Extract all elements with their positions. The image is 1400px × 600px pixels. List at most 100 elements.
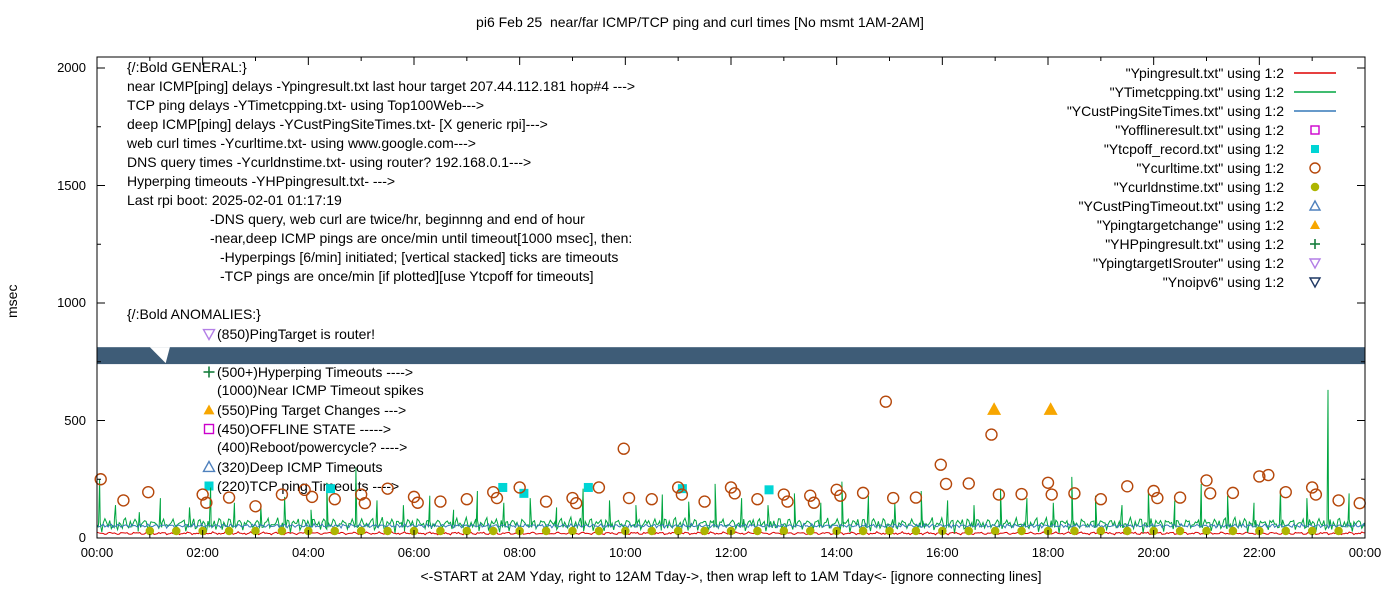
- tri-down-open-icon: [202, 328, 216, 341]
- square-filled-icon: [204, 481, 214, 491]
- x-tick-label: 02:00: [186, 545, 219, 560]
- series-Ypingresult: [96, 531, 1366, 536]
- legend-label: "YCustPingTimeout.txt" using 1:2: [1078, 197, 1284, 214]
- series-Ypingtargetchange: [987, 402, 1058, 415]
- legend-line-icon: [1294, 71, 1336, 74]
- y-tick-label: 500: [64, 412, 86, 428]
- legend-label: "Ypingtargetchange" using 1:2: [1096, 216, 1284, 233]
- legend-label: "Ynoipv6" using 1:2: [1162, 273, 1284, 290]
- y-tick-label: 1000: [57, 295, 86, 310]
- legend-label: "Ycurldnstime.txt" using 1:2: [1113, 178, 1284, 195]
- anomaly-item: (500+)Hyperping Timeouts ---->: [201, 363, 413, 381]
- y-tick-label: 1500: [57, 177, 86, 193]
- square-open-icon: [203, 423, 215, 435]
- x-tick-label: 00:00: [1348, 545, 1382, 560]
- general-annotation-line: web curl times -Ycurltime.txt- using www…: [127, 135, 476, 151]
- legend-entry: "Ypingtargetchange" using 1:2: [1067, 215, 1338, 234]
- band-layer: [97, 347, 1365, 365]
- general-annotation-line: Hyperping timeouts -YHPpingresult.txt- -…: [127, 173, 396, 189]
- legend-entry: "YTimetcpping.txt" using 1:2: [1067, 82, 1338, 101]
- legend-entry: "YpingtargetISrouter" using 1:2: [1067, 253, 1338, 272]
- legend-entry: "YCustPingSiteTimes.txt" using 1:2: [1067, 101, 1338, 120]
- y-tick-label: 2000: [57, 60, 86, 75]
- anomaly-label: (550)Ping Target Changes --->: [217, 402, 407, 418]
- chart-title: pi6 Feb 25 near/far ICMP/TCP ping and cu…: [476, 14, 924, 30]
- x-tick-label: 14:00: [820, 545, 853, 560]
- series-YCustPingSiteTimes: [96, 522, 1366, 530]
- legend-label: "YTimetcpping.txt" using 1:2: [1109, 83, 1284, 100]
- legend-square-open-icon: [1310, 124, 1320, 135]
- legend-line-icon: [1294, 90, 1336, 93]
- legend-circle-filled-icon: [1310, 182, 1320, 191]
- x-tick-label: 04:00: [292, 545, 325, 560]
- series-Ynoipv6: [97, 347, 1365, 365]
- legend-tri-down-open-icon: [1308, 276, 1322, 288]
- legend-entry: "YHPpingresult.txt" using 1:2: [1067, 234, 1338, 253]
- anomaly-item: (850)PingTarget is router!: [201, 325, 375, 343]
- legend-label: "YHPpingresult.txt" using 1:2: [1105, 235, 1284, 252]
- anomaly-item: (400)Reboot/powercycle? ---->: [201, 439, 407, 455]
- anomaly-item: (320)Deep ICMP Timeouts: [201, 458, 382, 476]
- anomaly-label: (320)Deep ICMP Timeouts: [217, 459, 383, 475]
- x-tick-label: 12:00: [714, 545, 748, 560]
- legend-label: "YpingtargetISrouter" using 1:2: [1092, 254, 1284, 271]
- legend-square-filled-icon: [1311, 144, 1319, 153]
- general-annotation-line: -TCP pings are once/min [if plotted][use…: [220, 268, 594, 284]
- legend-entry: "Ycurldnstime.txt" using 1:2: [1067, 177, 1338, 196]
- anomaly-item: (550)Ping Target Changes --->: [201, 401, 406, 419]
- general-annotation-line: near ICMP[ping] delays -Ypingresult.txt …: [127, 78, 636, 94]
- chart-legend: "Ypingresult.txt" using 1:2 "YTimetcpping…: [1067, 63, 1338, 291]
- x-tick-label: 20:00: [1137, 545, 1170, 560]
- anomaly-item: (1000)Near ICMP Timeout spikes: [201, 382, 424, 398]
- x-tick-label: 10:00: [609, 545, 642, 560]
- x-tick-label: 08:00: [503, 545, 536, 560]
- y-axis-label: msec: [4, 284, 20, 318]
- tri-up-open-icon: [202, 460, 216, 473]
- legend-entry: "Ynoipv6" using 1:2: [1067, 272, 1338, 291]
- x-axis-caption: <-START at 2AM Yday, right to 12AM Tday-…: [420, 568, 1042, 584]
- plus-icon: [203, 366, 215, 378]
- anomaly-label: (500+)Hyperping Timeouts ---->: [217, 364, 414, 380]
- anomaly-label: (220)TCP ping Timeouts ---->: [217, 478, 400, 494]
- legend-line-icon: [1294, 109, 1336, 112]
- x-tick-label: 18:00: [1031, 545, 1065, 560]
- anomaly-label: (850)PingTarget is router!: [217, 326, 375, 342]
- x-tick-label: 00:00: [80, 545, 114, 560]
- general-annotation-line: {/:Bold GENERAL:}: [127, 59, 247, 75]
- legend-entry: "Yofflineresult.txt" using 1:2: [1067, 120, 1338, 139]
- tri-up-filled-icon: [203, 404, 215, 415]
- series-Ycurldnstime: [145, 526, 1343, 536]
- legend-label: "Ytcpoff_record.txt" using 1:2: [1103, 140, 1284, 157]
- legend-label: "Ypingresult.txt" using 1:2: [1125, 64, 1284, 81]
- x-tick-label: 06:00: [397, 545, 431, 560]
- general-annotation-line: Last rpi boot: 2025-02-01 01:17:19: [127, 192, 342, 208]
- anomaly-label: (1000)Near ICMP Timeout spikes: [217, 382, 424, 398]
- general-annotation-line: -Hyperpings [6/min] initiated; [vertical…: [220, 249, 619, 265]
- general-annotation-line: DNS query times -Ycurldnstime.txt- using…: [127, 154, 532, 170]
- general-annotation-line: -DNS query, web curl are twice/hr, begin…: [210, 211, 585, 227]
- anomaly-item: (450)OFFLINE STATE ----->: [201, 420, 391, 438]
- legend-entry: "Ycurltime.txt" using 1:2: [1067, 158, 1338, 177]
- y-tick-label: 0: [78, 530, 86, 545]
- anomaly-item: (220)TCP ping Timeouts ---->: [201, 477, 399, 495]
- general-annotation-line: -near,deep ICMP pings are once/min until…: [210, 230, 633, 246]
- anomaly-label: (450)OFFLINE STATE ----->: [217, 421, 392, 437]
- legend-tri-down-open-icon: [1308, 257, 1322, 269]
- general-annotation-line: deep ICMP[ping] delays -YCustPingSiteTim…: [127, 116, 548, 132]
- legend-plus-icon: [1310, 238, 1320, 249]
- anomalies-annotation-title: {/:Bold ANOMALIES:}: [127, 306, 261, 322]
- x-tick-label: 16:00: [926, 545, 959, 560]
- legend-label: "YCustPingSiteTimes.txt" using 1:2: [1066, 102, 1284, 119]
- legend-label: "Yofflineresult.txt" using 1:2: [1115, 121, 1284, 138]
- x-tick-label: 22:00: [1243, 545, 1276, 560]
- legend-tri-up-open-icon: [1308, 199, 1322, 211]
- general-annotation-line: TCP ping delays -YTimetcpping.txt- using…: [127, 97, 485, 113]
- legend-entry: "YCustPingTimeout.txt" using 1:2: [1067, 196, 1338, 215]
- anomaly-label: (400)Reboot/powercycle? ---->: [217, 439, 408, 455]
- legend-label: "Ycurltime.txt" using 1:2: [1136, 159, 1284, 176]
- legend-entry: "Ypingresult.txt" using 1:2: [1067, 63, 1338, 82]
- legend-circle-open-icon: [1309, 161, 1321, 174]
- legend-tri-up-filled-icon: [1310, 219, 1320, 229]
- legend-entry: "Ytcpoff_record.txt" using 1:2: [1067, 139, 1338, 158]
